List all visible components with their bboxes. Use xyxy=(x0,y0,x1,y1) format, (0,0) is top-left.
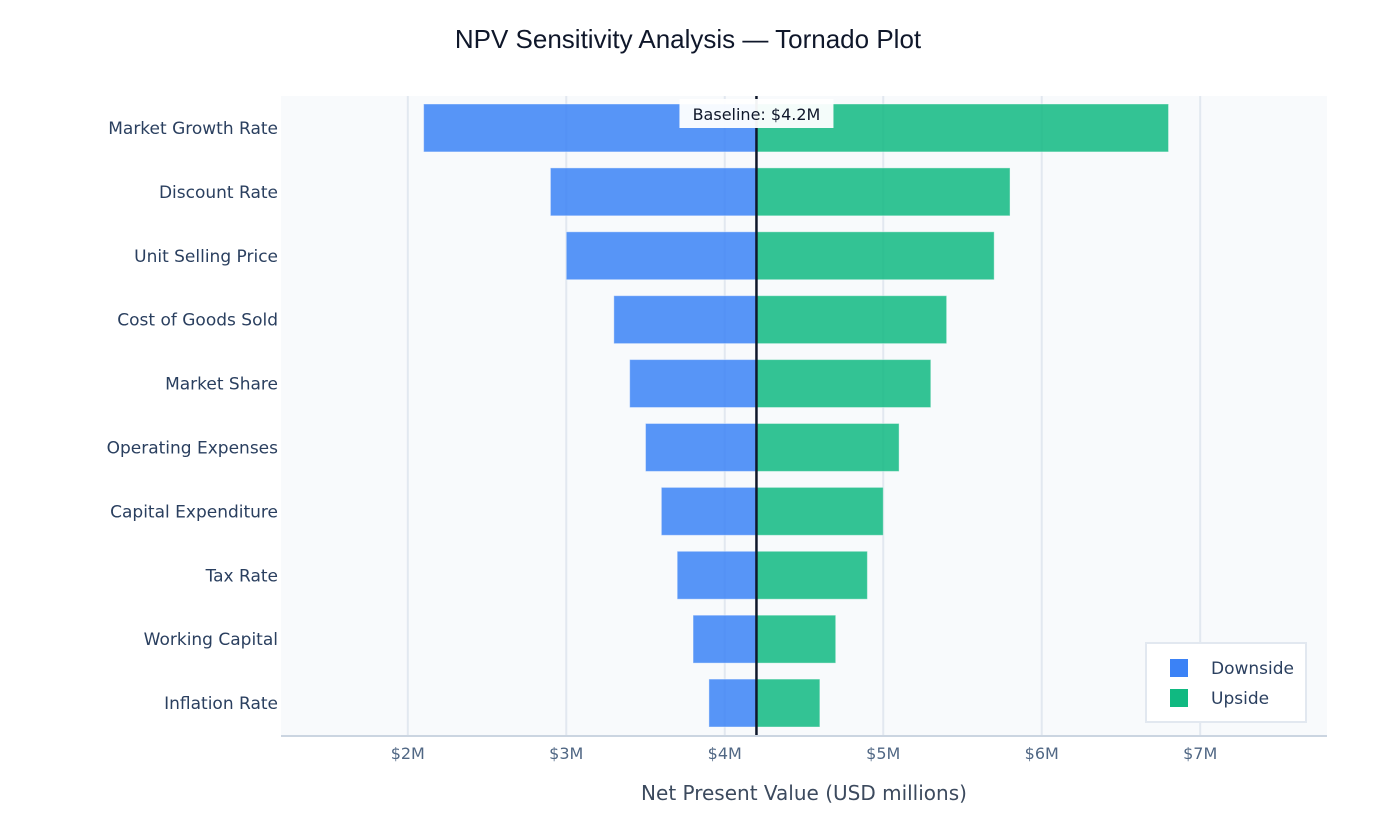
baseline-annotation-box xyxy=(679,99,834,128)
y-category-label: Market Growth Rate xyxy=(108,119,278,139)
y-category-label: Cost of Goods Sold xyxy=(117,311,278,331)
bar-upside[interactable] xyxy=(755,231,995,281)
y-category-label: Inflation Rate xyxy=(164,694,278,714)
x-axis-ticks: $2M $3M $4M $5M $6M $7M xyxy=(391,744,1218,763)
x-axis-title: Net Present Value (USD millions) xyxy=(641,781,967,805)
y-category-label: Operating Expenses xyxy=(107,438,279,458)
y-category-label: Capital Expenditure xyxy=(110,502,278,522)
legend-swatch-upside[interactable] xyxy=(1170,689,1188,707)
y-category-label: Discount Rate xyxy=(159,183,278,203)
x-tick-label: $4M xyxy=(708,744,742,763)
bar-downside[interactable] xyxy=(613,295,757,345)
bar-downside[interactable] xyxy=(645,422,757,472)
bar-upside[interactable] xyxy=(755,678,821,728)
y-category-label: Working Capital xyxy=(144,630,278,650)
y-category-label: Market Share xyxy=(165,375,278,395)
bar-upside[interactable] xyxy=(755,295,948,345)
bar-downside[interactable] xyxy=(676,550,757,600)
bar-upside[interactable] xyxy=(755,359,932,409)
legend-label-upside[interactable]: Upside xyxy=(1211,689,1269,709)
x-tick-label: $5M xyxy=(866,744,900,763)
x-tick-label: $2M xyxy=(391,744,425,763)
bar-downside[interactable] xyxy=(708,678,757,728)
legend-label-downside[interactable]: Downside xyxy=(1211,659,1294,679)
bar-downside[interactable] xyxy=(660,486,757,536)
legend: Downside Upside xyxy=(1145,642,1307,723)
legend-box xyxy=(1145,642,1307,723)
chart-title: NPV Sensitivity Analysis — Tornado Plot xyxy=(455,24,922,54)
legend-swatch-downside[interactable] xyxy=(1170,659,1188,677)
bar-upside[interactable] xyxy=(755,550,868,600)
y-axis-labels: Market Growth Rate Discount Rate Unit Sell… xyxy=(107,119,279,714)
bar-downside[interactable] xyxy=(565,231,757,281)
y-category-label: Tax Rate xyxy=(205,566,278,586)
bar-downside[interactable] xyxy=(692,614,757,664)
bar-downside[interactable] xyxy=(549,167,757,217)
bar-upside[interactable] xyxy=(755,614,837,664)
x-tick-label: $7M xyxy=(1183,744,1217,763)
bar-upside[interactable] xyxy=(755,422,900,472)
bar-downside[interactable] xyxy=(629,359,757,409)
baseline-annotation: Baseline: $4.2M xyxy=(693,105,821,124)
baseline: Baseline: $4.2M xyxy=(679,96,834,735)
x-tick-label: $6M xyxy=(1025,744,1059,763)
bar-upside[interactable] xyxy=(755,167,1011,217)
bar-upside[interactable] xyxy=(755,486,884,536)
x-tick-label: $3M xyxy=(549,744,583,763)
y-category-label: Unit Selling Price xyxy=(134,247,278,267)
